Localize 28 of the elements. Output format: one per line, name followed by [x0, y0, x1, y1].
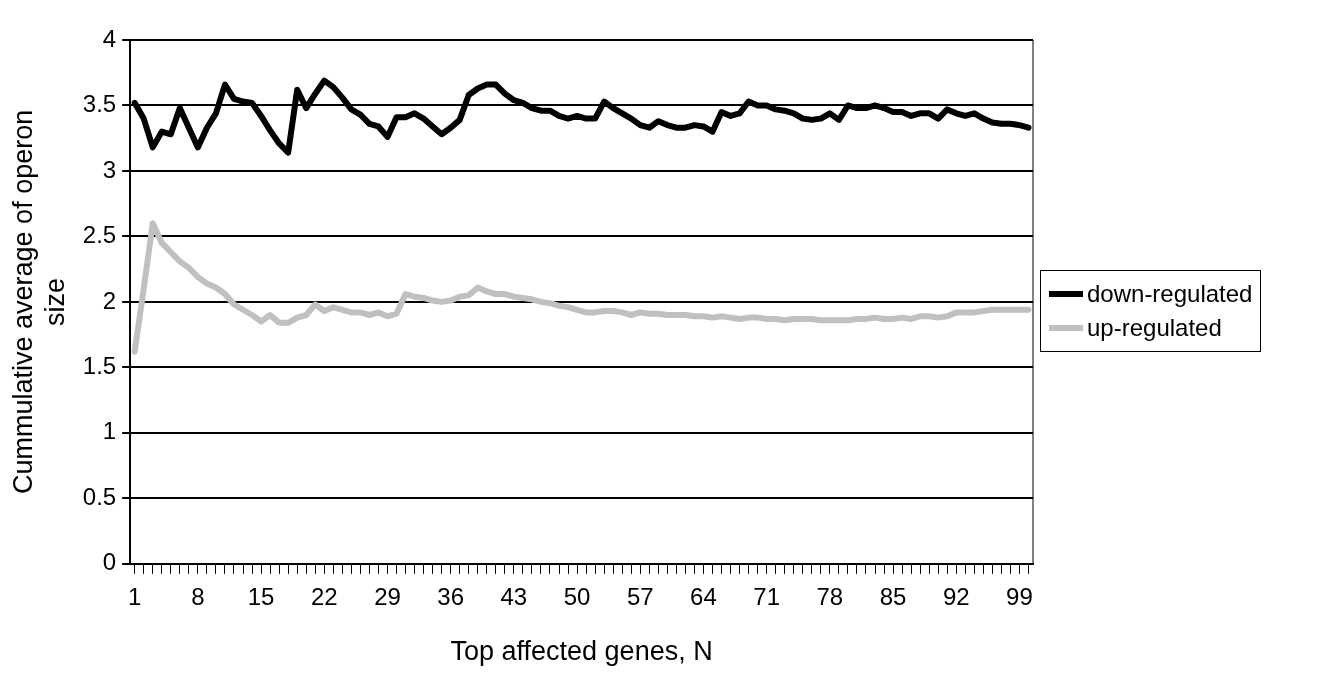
- x-tick-label: 1: [128, 582, 142, 610]
- y-tick-label: 1: [102, 417, 117, 445]
- x-axis-title: Top affected genes, N: [450, 636, 713, 667]
- x-tick-label: 8: [191, 582, 205, 610]
- legend-label: up-regulated: [1087, 314, 1222, 342]
- y-tick-label: 0: [102, 548, 117, 576]
- x-tick-label: 85: [879, 582, 907, 610]
- y-tick-label: 3: [102, 155, 117, 183]
- x-tick-label: 15: [247, 582, 275, 610]
- x-tick-label: 92: [942, 582, 970, 610]
- x-tick-label: 64: [690, 582, 717, 610]
- y-tick-label: 4: [102, 24, 117, 52]
- legend-label: down-regulated: [1087, 280, 1253, 308]
- x-tick-label: 78: [816, 582, 844, 610]
- y-tick-label: 0.5: [82, 482, 117, 510]
- x-tick-label: 50: [563, 582, 591, 610]
- x-tick-label: 99: [1006, 582, 1033, 610]
- y-tick-label: 3.5: [82, 90, 117, 118]
- y-tick-label: 2.5: [82, 221, 117, 249]
- y-tick-label: 1.5: [82, 352, 117, 379]
- x-tick-label: 57: [626, 582, 654, 610]
- x-tick-label: 29: [374, 582, 401, 610]
- y-tick-label: 2: [102, 286, 117, 314]
- y-axis-title: Cummulative average of operon size: [7, 109, 71, 495]
- x-tick-label: 36: [437, 582, 465, 610]
- x-tick-label: 71: [753, 582, 781, 610]
- x-tick-label: 22: [310, 582, 338, 610]
- x-tick-label: 43: [500, 582, 528, 610]
